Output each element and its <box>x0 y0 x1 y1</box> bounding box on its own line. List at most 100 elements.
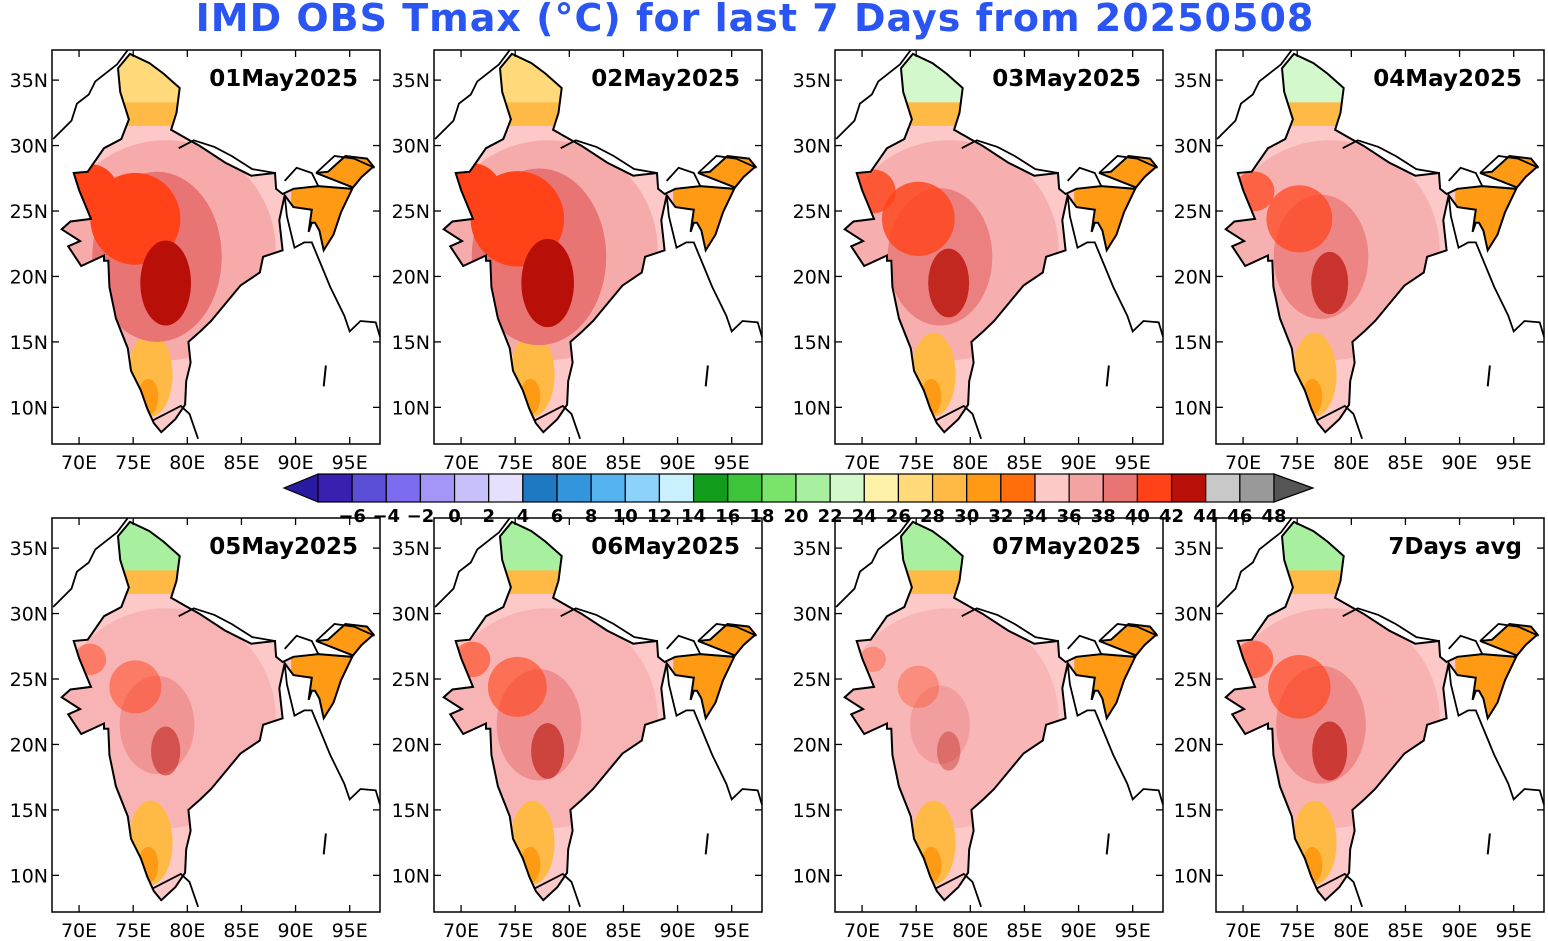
map-canvas: 35N 30N 25N 20N 15N 10N 70E 75E 80E 85E 90E 95E 02Ma… <box>392 49 763 474</box>
map-canvas: 35N 30N 25N 20N 15N 10N 70E 75E 80E 85E 90E 95E 06Ma… <box>392 517 763 941</box>
colorbar-label: 32 <box>988 506 1013 527</box>
border-line <box>178 607 276 642</box>
border-line <box>665 195 763 337</box>
country-outline <box>843 520 1158 902</box>
border-line <box>835 517 912 608</box>
lon-tick-label: 85E <box>1006 920 1042 941</box>
panel-title: 06May2025 <box>591 534 740 560</box>
lat-tick-label: 35N <box>392 538 430 560</box>
lon-tick-label: 75E <box>115 920 151 941</box>
map-panel: 35N 30N 25N 20N 15N 10N 70E 75E 80E 85E 90E 95E 02Ma… <box>392 49 763 474</box>
lon-tick-label: 80E <box>1333 920 1369 941</box>
map-panel: 35N 30N 25N 20N 15N 10N 70E 75E 80E 85E 90E 95E 07Ma… <box>793 517 1164 941</box>
map-canvas: 35N 30N 25N 20N 15N 10N 70E 75E 80E 85E 90E 95E 03Ma… <box>793 49 1164 474</box>
lat-tick-label: 15N <box>10 800 48 822</box>
colorbar-label: 40 <box>1125 506 1150 527</box>
border-line <box>1067 634 1103 655</box>
lat-tick-label: 25N <box>793 669 831 691</box>
border-line <box>284 166 320 187</box>
border-line <box>1067 166 1103 187</box>
colorbar-swatch <box>863 473 900 503</box>
colorbar-swatch <box>590 473 626 503</box>
border-line <box>961 139 1059 174</box>
colorbar-label: 8 <box>585 506 598 527</box>
map-canvas: 35N 30N 25N 20N 15N 10N 70E 75E 80E 85E 90E 95E 7Day… <box>1174 517 1545 941</box>
map-canvas: 35N 30N 25N 20N 15N 10N 70E 75E 80E 85E 90E 95E 05Ma… <box>10 517 381 941</box>
lon-tick-label: 95E <box>714 920 750 941</box>
lat-tick-label: 25N <box>793 201 831 223</box>
colorbar-label: 46 <box>1227 506 1252 527</box>
lon-tick-label: 80E <box>551 452 587 474</box>
lon-tick-label: 75E <box>1279 452 1315 474</box>
panel-title: 01May2025 <box>209 66 358 92</box>
colorbar-swatch <box>966 473 1002 503</box>
lon-tick-label: 70E <box>1225 452 1261 474</box>
colorbar-label: 30 <box>954 506 979 527</box>
lon-tick-label: 85E <box>223 452 259 474</box>
border-line <box>1342 139 1440 174</box>
panel-frame <box>433 517 763 913</box>
border-line <box>935 872 982 908</box>
map-canvas: 35N 30N 25N 20N 15N 10N 70E 75E 80E 85E 90E 95E 07Ma… <box>793 517 1164 941</box>
border-line <box>1447 663 1545 805</box>
lon-tick-label: 80E <box>551 920 587 941</box>
border-line <box>52 517 129 608</box>
colorbar-swatch <box>658 473 695 503</box>
colorbar-min-arrow <box>282 473 319 503</box>
border-line <box>152 404 199 440</box>
colorbar-label: 4 <box>517 506 530 527</box>
border-line <box>315 623 375 642</box>
colorbar-swatch <box>419 473 456 503</box>
border-line <box>835 49 912 140</box>
panel-title: 07May2025 <box>992 534 1141 560</box>
colorbar-swatch <box>761 473 797 503</box>
lat-tick-label: 30N <box>1174 604 1212 626</box>
lat-tick-label: 35N <box>1174 70 1212 92</box>
lat-tick-label: 20N <box>392 734 430 756</box>
map-canvas: 35N 30N 25N 20N 15N 10N 70E 75E 80E 85E 90E 95E 04Ma… <box>1174 49 1545 474</box>
colorbar-label: 36 <box>1057 506 1082 527</box>
lat-tick-label: 15N <box>392 800 430 822</box>
lat-tick-label: 10N <box>10 865 48 887</box>
lat-tick-label: 15N <box>1174 800 1212 822</box>
lon-tick-label: 80E <box>952 452 988 474</box>
colorbar-swatch <box>1170 473 1207 503</box>
lat-tick-label: 30N <box>392 136 430 158</box>
lat-tick-label: 30N <box>392 604 430 626</box>
island-mark <box>322 365 327 387</box>
border-line <box>697 155 757 174</box>
lat-tick-label: 20N <box>793 266 831 288</box>
colorbar: −6 −4 −2 0 2 4 6 8 10 12 14 16 18 20 22 24 26 28 30 32 34 36 3… <box>282 473 1315 527</box>
colorbar-swatch <box>385 473 422 503</box>
lat-tick-label: 10N <box>793 865 831 887</box>
border-line <box>178 139 276 174</box>
border-line <box>1316 872 1363 908</box>
colorbar-swatch <box>1068 473 1104 503</box>
colorbar-label: 22 <box>818 506 843 527</box>
lat-tick-label: 30N <box>10 604 48 626</box>
border-line <box>434 517 511 608</box>
lat-tick-label: 25N <box>10 201 48 223</box>
map-panel: 35N 30N 25N 20N 15N 10N 70E 75E 80E 85E 90E 95E 05Ma… <box>10 517 381 941</box>
colorbar-label: 48 <box>1261 506 1286 527</box>
lat-tick-label: 35N <box>10 70 48 92</box>
colorbar-swatch <box>1034 473 1070 503</box>
lon-tick-label: 80E <box>169 920 205 941</box>
panel-title: 7Days avg <box>1388 534 1522 560</box>
lat-tick-label: 20N <box>10 266 48 288</box>
map-panel: 35N 30N 25N 20N 15N 10N 70E 75E 80E 85E 90E 95E 03Ma… <box>793 49 1164 474</box>
panel-frame <box>433 49 763 445</box>
lon-tick-label: 90E <box>1060 452 1096 474</box>
colorbar-swatch <box>829 473 865 503</box>
colorbar-label: 38 <box>1091 506 1116 527</box>
border-line <box>1098 623 1158 642</box>
lon-tick-label: 75E <box>497 920 533 941</box>
border-line <box>52 49 129 140</box>
lat-tick-label: 30N <box>10 136 48 158</box>
lat-tick-label: 30N <box>793 604 831 626</box>
colorbar-swatch <box>453 473 490 503</box>
country-outline <box>60 52 375 434</box>
lat-tick-label: 35N <box>392 70 430 92</box>
lon-tick-label: 70E <box>844 452 880 474</box>
colorbar-swatch <box>692 473 729 503</box>
